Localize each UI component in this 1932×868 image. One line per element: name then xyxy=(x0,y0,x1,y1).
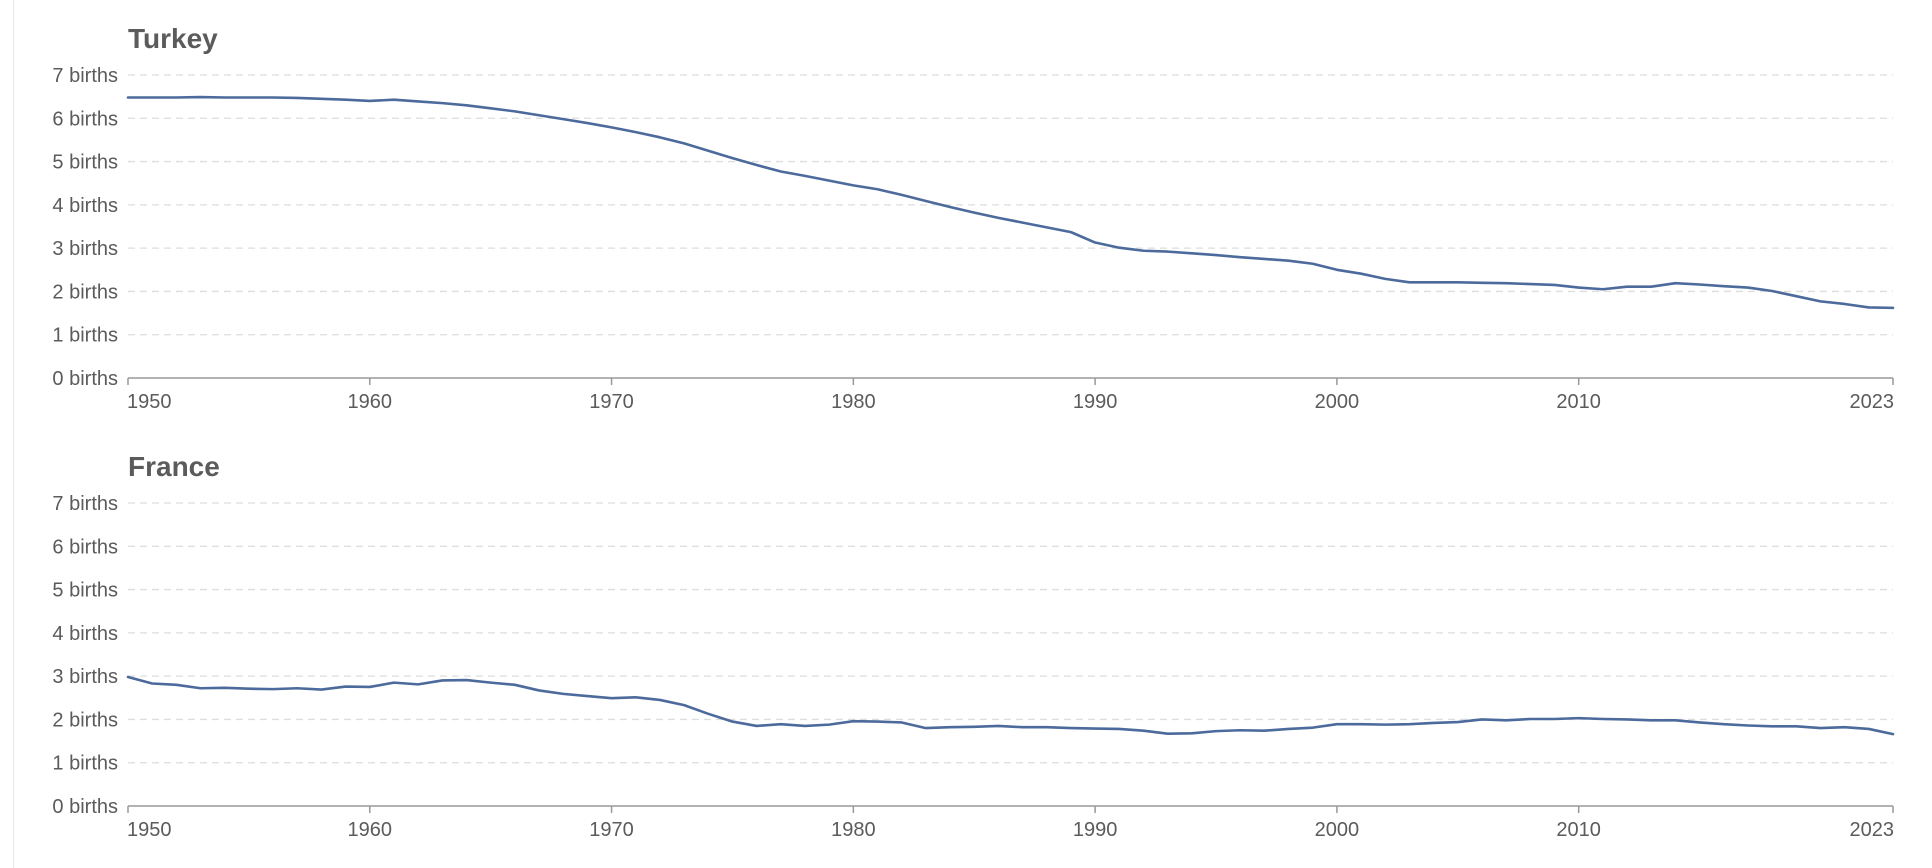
series-line xyxy=(126,95,1895,310)
y-tick-label: 2 births xyxy=(52,281,118,303)
x-tick-label: 1960 xyxy=(348,819,393,841)
x-tick-label: 1980 xyxy=(831,391,876,413)
x-tick-label: 2000 xyxy=(1315,391,1360,413)
x-tick-label: 1990 xyxy=(1073,391,1118,413)
y-tick-label: 3 births xyxy=(52,666,118,688)
y-tick-label: 7 births xyxy=(52,493,118,515)
x-tick-label: 1970 xyxy=(589,819,634,841)
x-tick-label: 1950 xyxy=(127,391,172,413)
y-tick-label: 3 births xyxy=(52,238,118,260)
x-tick-label: 2010 xyxy=(1556,391,1601,413)
y-tick-label: 1 births xyxy=(52,325,118,347)
x-tick-label: 2010 xyxy=(1556,819,1601,841)
x-tick-label: 1980 xyxy=(831,819,876,841)
y-tick-label: 7 births xyxy=(52,65,118,87)
x-tick-label: 1960 xyxy=(348,391,393,413)
x-tick-label: 2023 xyxy=(1850,391,1895,413)
y-tick-label: 5 births xyxy=(52,580,118,602)
x-tick-label: 2000 xyxy=(1315,819,1360,841)
y-tick-label: 6 births xyxy=(52,536,118,558)
y-tick-label: 4 births xyxy=(52,623,118,645)
chart-frame xyxy=(13,0,1931,868)
y-tick-label: 6 births xyxy=(52,108,118,130)
y-tick-label: 4 births xyxy=(52,195,118,217)
y-tick-label: 0 births xyxy=(52,368,118,390)
x-tick-label: 1990 xyxy=(1073,819,1118,841)
series-line xyxy=(126,675,1895,736)
x-tick-label: 2023 xyxy=(1850,819,1895,841)
y-tick-label: 5 births xyxy=(52,152,118,174)
y-tick-label: 2 births xyxy=(52,709,118,731)
y-tick-label: 0 births xyxy=(52,796,118,818)
x-tick-label: 1970 xyxy=(589,391,634,413)
panel-title: France xyxy=(128,451,220,482)
panel-title: Turkey xyxy=(128,23,218,54)
y-tick-label: 1 births xyxy=(52,753,118,775)
x-tick-label: 1950 xyxy=(127,819,172,841)
